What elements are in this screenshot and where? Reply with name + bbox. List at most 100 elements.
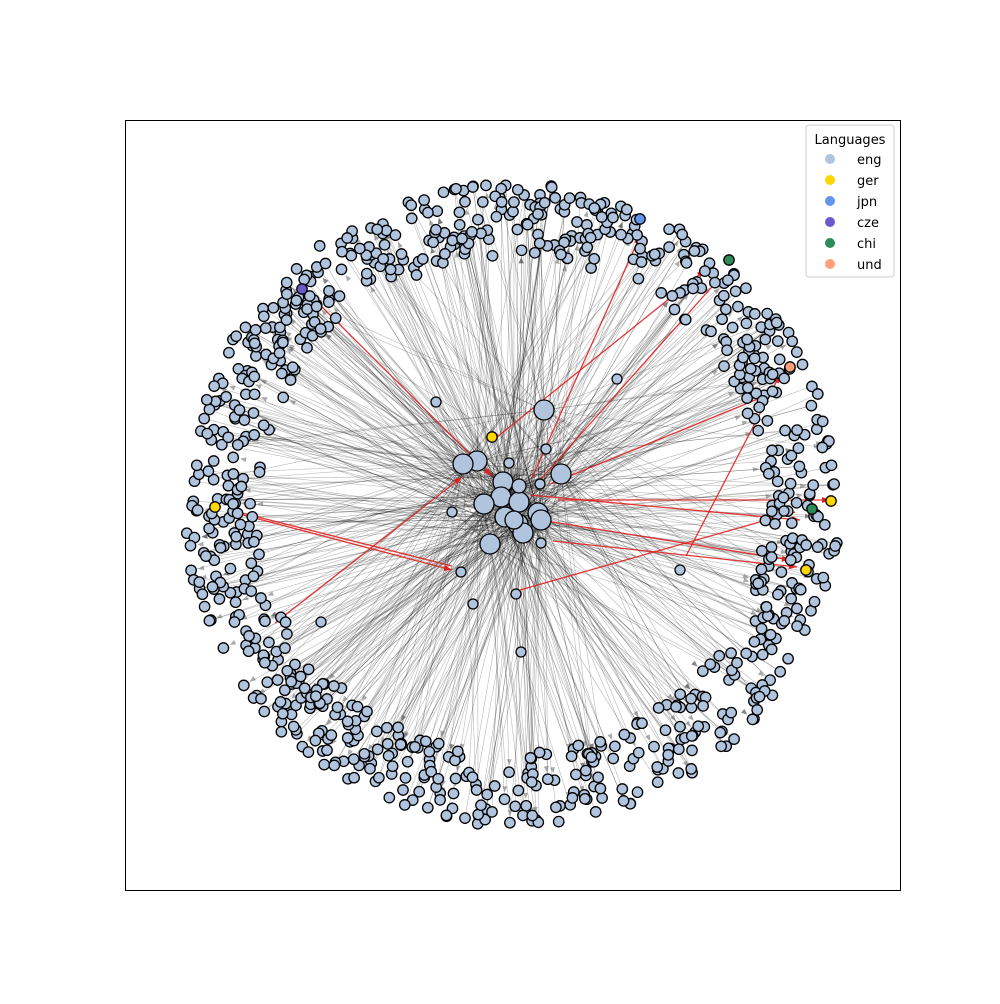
node: [706, 326, 716, 336]
node: [585, 233, 595, 243]
node: [773, 336, 783, 346]
hub-node: [505, 511, 523, 529]
node: [509, 197, 519, 207]
node: [675, 722, 685, 732]
node: [726, 648, 736, 658]
node: [185, 541, 195, 551]
node: [228, 469, 238, 479]
node: [228, 452, 238, 462]
node: [451, 184, 461, 194]
node: [256, 694, 266, 704]
node: [597, 793, 607, 803]
node: [282, 629, 292, 639]
node: [746, 364, 756, 374]
node: [573, 740, 583, 750]
node: [813, 542, 823, 552]
node: [686, 693, 696, 703]
node: [434, 738, 444, 748]
node: [756, 624, 766, 634]
node: [749, 353, 759, 363]
node: [791, 498, 801, 508]
node: [756, 564, 766, 574]
node: [595, 737, 605, 747]
node: [385, 264, 395, 274]
node: [792, 425, 802, 435]
node: [510, 801, 520, 811]
node: [634, 748, 644, 758]
node: [693, 721, 703, 731]
node: [324, 286, 334, 296]
node: [245, 499, 255, 509]
node: [669, 304, 679, 314]
node: [310, 735, 320, 745]
node: [379, 240, 389, 250]
node: [622, 204, 632, 214]
node: [418, 254, 428, 264]
node: [438, 187, 448, 197]
node: [355, 243, 365, 253]
node: [830, 541, 840, 551]
node: [259, 311, 269, 321]
node: [796, 585, 806, 595]
node: [741, 318, 751, 328]
node-ger: [826, 496, 836, 506]
node: [767, 445, 777, 455]
node: [476, 800, 486, 810]
node: [329, 681, 339, 691]
node: [254, 467, 264, 477]
node-chi: [807, 504, 817, 514]
node: [664, 242, 674, 252]
node: [291, 295, 301, 305]
node: [282, 289, 292, 299]
node: [300, 683, 310, 693]
node: [240, 322, 250, 332]
node: [504, 458, 514, 468]
node: [817, 442, 827, 452]
node: [766, 552, 776, 562]
node: [460, 197, 470, 207]
node: [754, 692, 764, 702]
node: [343, 733, 353, 743]
node: [741, 648, 751, 658]
node: [726, 707, 736, 717]
node: [400, 773, 410, 783]
legend-marker-cze: [825, 217, 835, 227]
node: [541, 444, 551, 454]
node: [352, 702, 362, 712]
node: [540, 198, 550, 208]
node: [204, 523, 214, 533]
node: [656, 288, 666, 298]
node: [204, 616, 214, 626]
node: [491, 212, 501, 222]
node: [758, 649, 768, 659]
node: [564, 193, 574, 203]
node: [610, 741, 620, 751]
node: [652, 762, 662, 772]
node: [511, 589, 521, 599]
node: [591, 807, 601, 817]
node: [586, 752, 596, 762]
node: [289, 721, 299, 731]
node: [209, 381, 219, 391]
node: [742, 334, 752, 344]
node: [533, 209, 543, 219]
hub-node: [534, 400, 554, 420]
node: [677, 229, 687, 239]
node: [608, 753, 618, 763]
node: [732, 658, 742, 668]
node: [204, 404, 214, 414]
node: [231, 331, 241, 341]
node: [362, 268, 372, 278]
node: [768, 369, 778, 379]
node: [530, 248, 540, 258]
node: [431, 397, 441, 407]
node: [527, 777, 537, 787]
node: [719, 291, 729, 301]
node: [278, 392, 288, 402]
node: [229, 617, 239, 627]
node: [681, 314, 691, 324]
node: [299, 274, 309, 284]
node: [765, 630, 775, 640]
hub-node: [474, 494, 494, 514]
node: [593, 772, 603, 782]
